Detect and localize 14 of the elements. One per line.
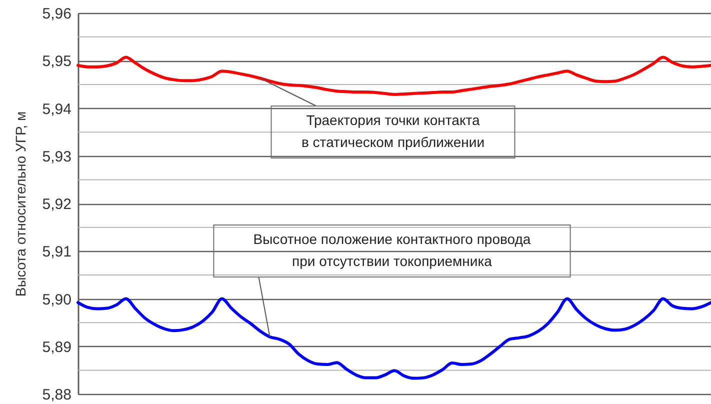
y-tick-label: 5,93 (42, 148, 72, 166)
text: Высотное положение контактного провода при отсутствии токоприемника (253, 231, 531, 269)
y-tick-label: 5,89 (42, 338, 72, 356)
series-label: Траектория точки контакта в статическом приближении (301, 112, 485, 150)
line-series (76, 297, 711, 380)
y-tick-label: 5,88 (42, 386, 72, 404)
y-tick-label: 5,92 (42, 196, 72, 213)
y-tick-label: 5,95 (42, 53, 72, 70)
y-tick-label: 5,96 (42, 6, 72, 22)
y-axis-title: Высота относительно УГР, м (12, 111, 28, 297)
y-tick-label: 5,94 (42, 100, 72, 118)
y-tick-label: 5,90 (42, 291, 72, 308)
line-series (76, 56, 711, 96)
y-tick-label: 5,91 (42, 244, 72, 261)
